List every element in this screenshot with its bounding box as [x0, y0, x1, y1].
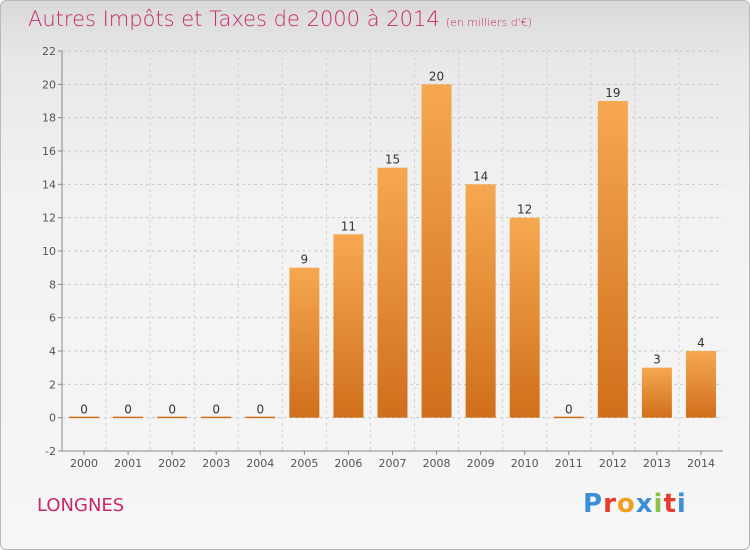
data-label: 0 — [565, 403, 573, 417]
y-tick-label: 6 — [49, 312, 56, 325]
x-tick-label: 2003 — [202, 457, 230, 470]
x-tick-label: 2014 — [687, 457, 715, 470]
logo-letter: t — [663, 489, 677, 519]
y-tick-label: 18 — [42, 112, 56, 125]
data-label: 0 — [80, 403, 88, 417]
logo-letter: x — [635, 489, 654, 519]
y-tick-label: 16 — [42, 145, 56, 158]
y-tick-label: 22 — [42, 45, 56, 58]
y-tick-label: 20 — [42, 78, 56, 91]
data-label: 14 — [473, 169, 488, 183]
bar-2012 — [597, 101, 628, 418]
data-label: 15 — [385, 153, 400, 167]
y-tick-label: 0 — [49, 412, 56, 425]
x-tick-label: 2005 — [290, 457, 318, 470]
data-label: 20 — [429, 69, 444, 83]
y-tick-label: -2 — [45, 445, 56, 458]
y-tick-label: 14 — [42, 178, 56, 191]
y-tick-label: 2 — [49, 378, 56, 391]
logo-letter: i — [653, 489, 664, 519]
y-tick-label: 10 — [42, 245, 56, 258]
logo-letter: i — [676, 489, 687, 519]
bar-2003 — [201, 416, 232, 419]
data-label: 0 — [168, 403, 176, 417]
bar-2002 — [157, 416, 188, 419]
commune-name: LONGNES — [37, 495, 125, 516]
bars — [69, 84, 716, 419]
chart-title: Autres Impôts et Taxes de 2000 à 2014 (en… — [28, 7, 532, 31]
x-tick-label: 2013 — [643, 457, 671, 470]
data-label: 19 — [605, 86, 620, 100]
bar-2011 — [553, 416, 584, 419]
y-tick-label: 4 — [49, 345, 56, 358]
logo-letter: r — [603, 489, 617, 519]
bar-2007 — [377, 167, 408, 418]
x-tick-label: 2000 — [70, 457, 98, 470]
x-tick-label: 2011 — [555, 457, 583, 470]
x-tick-label: 2002 — [158, 457, 186, 470]
bar-2013 — [641, 367, 672, 418]
proxiti-logo: Proxiti — [583, 489, 687, 519]
data-label: 0 — [124, 403, 132, 417]
bar-2000 — [69, 416, 100, 419]
x-tick-label: 2012 — [599, 457, 627, 470]
bar-2014 — [685, 351, 716, 418]
bar-2010 — [509, 217, 540, 418]
x-tick-label: 2008 — [423, 457, 451, 470]
data-label: 0 — [212, 403, 220, 417]
data-label: 9 — [301, 253, 309, 267]
bar-2008 — [421, 84, 452, 418]
bar-2004 — [245, 416, 276, 419]
y-tick-label: 12 — [42, 212, 56, 225]
logo-letter: o — [616, 489, 636, 519]
data-label: 12 — [517, 203, 532, 217]
data-label: 0 — [256, 403, 264, 417]
bar-2001 — [113, 416, 144, 419]
x-tick-label: 2006 — [334, 457, 362, 470]
title-main: Autres Impôts et Taxes de 2000 à 2014 — [28, 7, 440, 31]
bar-2006 — [333, 234, 364, 418]
x-tick-label: 2001 — [114, 457, 142, 470]
x-tick-label: 2004 — [246, 457, 274, 470]
y-tick-label: 8 — [49, 278, 56, 291]
title-unit: (en milliers d'€) — [445, 16, 532, 29]
data-labels: 0 0 0 0 0 9 11 15 20 14 12 0 19 3 4 — [80, 69, 705, 416]
x-tick-label: 2007 — [379, 457, 407, 470]
data-label: 3 — [653, 353, 661, 367]
x-tick-label: 2009 — [467, 457, 495, 470]
bar-2005 — [289, 267, 320, 418]
bar-2009 — [465, 184, 496, 418]
data-label: 4 — [697, 336, 705, 350]
logo-letter: P — [583, 489, 604, 519]
x-tick-label: 2010 — [511, 457, 539, 470]
data-label: 11 — [341, 219, 356, 233]
